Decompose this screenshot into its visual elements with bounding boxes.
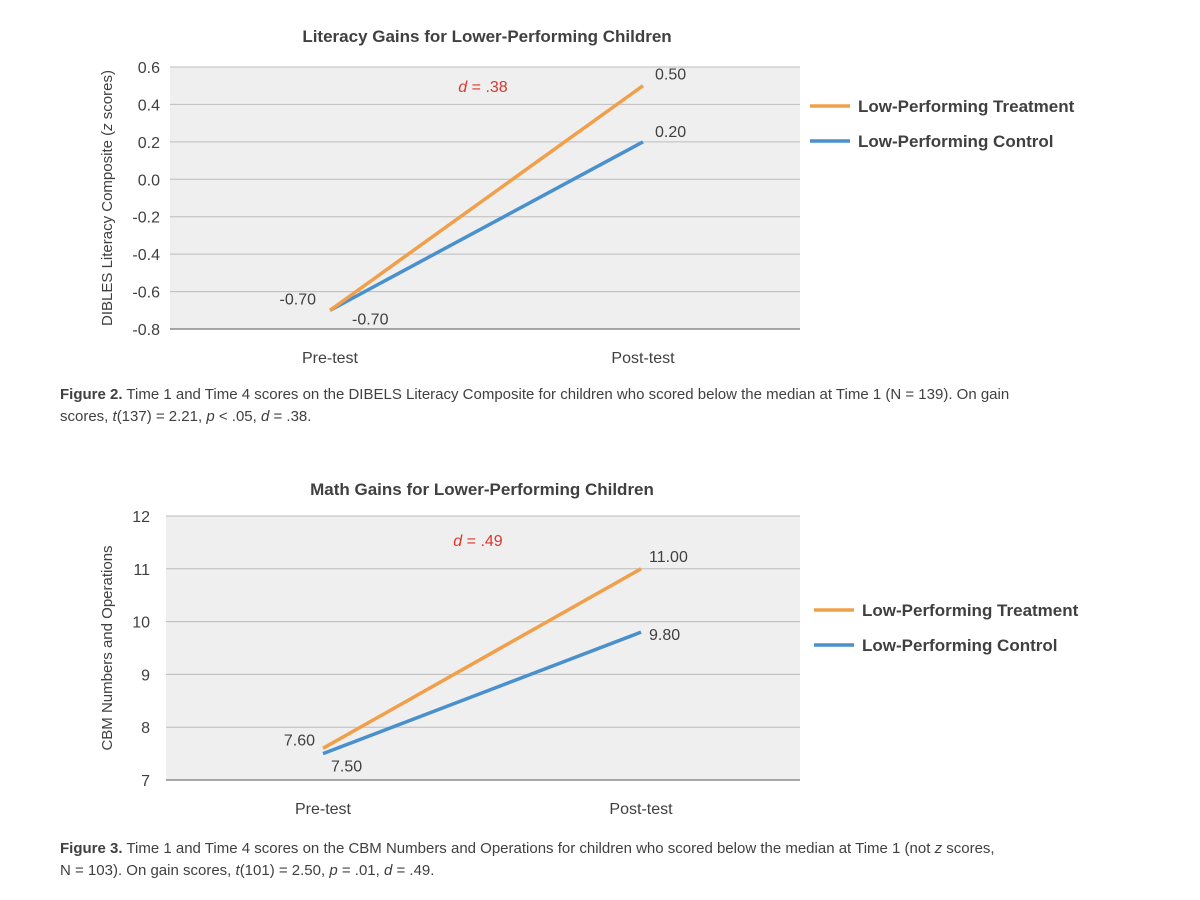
x-tick-label: Pre-test bbox=[302, 350, 359, 367]
grid-lines bbox=[166, 515, 800, 781]
series-lines bbox=[322, 567, 642, 756]
legend: Low-Performing Treatment Low-Performing C… bbox=[810, 97, 1075, 151]
y-tick-label: -0.4 bbox=[132, 247, 160, 264]
figure-caption: Figure 3. Time 1 and Time 4 scores on th… bbox=[60, 838, 1140, 882]
x-tick-label: Pre-test bbox=[295, 801, 352, 818]
effect-size-annotation: d = .49 bbox=[453, 533, 502, 550]
y-axis-ticks: 7 8 9 10 11 12 bbox=[132, 509, 150, 790]
caption-text: = .49. bbox=[392, 862, 435, 879]
math-chart: Math Gains for Lower-Performing Children… bbox=[99, 480, 1079, 818]
figure-number: Figure 3. bbox=[60, 840, 123, 857]
y-tick-label: 8 bbox=[141, 720, 150, 737]
y-tick-label: 0.4 bbox=[138, 97, 160, 114]
series-line-control bbox=[329, 140, 644, 312]
legend-label: Low-Performing Treatment bbox=[862, 601, 1079, 620]
x-tick-label: Post-test bbox=[611, 350, 675, 367]
chart-title: Math Gains for Lower-Performing Children bbox=[310, 480, 654, 499]
data-label: 9.80 bbox=[649, 627, 680, 644]
effect-size-annotation: d = .38 bbox=[458, 79, 507, 96]
legend-label: Low-Performing Control bbox=[862, 636, 1057, 655]
chart-title: Literacy Gains for Lower-Performing Chil… bbox=[302, 27, 671, 46]
caption-text: Time 1 and Time 4 scores on the CBM Numb… bbox=[122, 840, 935, 857]
y-axis-label: CBM Numbers and Operations bbox=[99, 545, 116, 750]
data-label: -0.70 bbox=[280, 291, 317, 308]
series-line-control bbox=[322, 630, 642, 756]
caption-italic: d bbox=[260, 408, 270, 425]
legend-label: Low-Performing Treatment bbox=[858, 97, 1075, 116]
y-tick-label: -0.6 bbox=[132, 285, 160, 302]
y-axis-ticks: -0.8 -0.6 -0.4 -0.2 0.0 0.2 0.4 0.6 bbox=[132, 60, 160, 339]
caption-text: = .38. bbox=[269, 408, 312, 425]
y-tick-label: 0.6 bbox=[138, 60, 160, 77]
caption-text: Time 1 and Time 4 scores on the DIBELS L… bbox=[122, 386, 1010, 403]
y-tick-label: 10 bbox=[132, 615, 150, 632]
data-label: 11.00 bbox=[649, 549, 688, 566]
grid-lines bbox=[170, 66, 800, 330]
caption-italic: t bbox=[235, 862, 240, 879]
x-axis-ticks: Pre-test Post-test bbox=[295, 801, 673, 818]
y-tick-label: 0.2 bbox=[138, 135, 160, 152]
data-labels: 7.60 11.00 7.50 9.80 bbox=[284, 549, 688, 776]
data-label: 0.50 bbox=[655, 67, 686, 84]
caption-text: scores, bbox=[942, 840, 995, 857]
caption-italic: d bbox=[383, 862, 393, 879]
caption-italic: p bbox=[329, 862, 338, 879]
y-tick-label: 9 bbox=[141, 667, 150, 684]
y-tick-label: 11 bbox=[133, 562, 150, 579]
y-tick-label: 0.0 bbox=[138, 172, 160, 189]
plot-area bbox=[166, 516, 800, 780]
figure-caption: Figure 2. Time 1 and Time 4 scores on th… bbox=[60, 384, 1140, 428]
y-tick-label: -0.8 bbox=[132, 322, 160, 339]
y-axis-label: DIBLES Literacy Composite (z scores) bbox=[99, 70, 116, 326]
data-labels: -0.70 0.50 -0.70 0.20 bbox=[280, 67, 687, 329]
caption-italic: t bbox=[112, 408, 117, 425]
caption-text: (101) = 2.50, bbox=[239, 862, 330, 879]
literacy-chart: Literacy Gains for Lower-Performing Chil… bbox=[99, 27, 1075, 367]
data-label: -0.70 bbox=[352, 311, 389, 328]
caption-text: = .01, bbox=[337, 862, 384, 879]
caption-italic: p bbox=[206, 408, 215, 425]
data-label: 7.60 bbox=[284, 732, 315, 749]
caption-text: < .05, bbox=[214, 408, 261, 425]
y-tick-label: -0.2 bbox=[132, 210, 160, 227]
series-lines bbox=[328, 84, 645, 312]
caption-text: (137) = 2.21, bbox=[116, 408, 207, 425]
legend-label: Low-Performing Control bbox=[858, 132, 1053, 151]
legend: Low-Performing Treatment Low-Performing C… bbox=[814, 601, 1079, 655]
y-tick-label: 12 bbox=[132, 509, 150, 526]
x-axis-ticks: Pre-test Post-test bbox=[302, 350, 675, 367]
figure-number: Figure 2. bbox=[60, 386, 123, 403]
x-tick-label: Post-test bbox=[609, 801, 673, 818]
caption-text: N = 103). On gain scores, bbox=[60, 862, 236, 879]
y-tick-label: 7 bbox=[141, 773, 150, 790]
data-label: 0.20 bbox=[655, 124, 686, 141]
caption-text: scores, bbox=[60, 408, 113, 425]
series-line-treatment bbox=[328, 84, 645, 312]
caption-italic: z bbox=[934, 840, 943, 857]
series-line-treatment bbox=[322, 567, 642, 750]
data-label: 7.50 bbox=[331, 759, 362, 776]
